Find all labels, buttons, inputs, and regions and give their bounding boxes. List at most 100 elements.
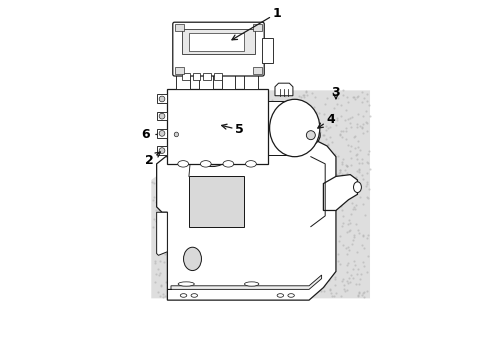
Point [259, 188, 267, 194]
Point [354, 182, 362, 188]
Point [265, 129, 273, 135]
Point [357, 271, 365, 277]
Point [334, 258, 342, 264]
Ellipse shape [174, 132, 178, 137]
Point [190, 166, 198, 171]
Point [229, 279, 237, 285]
Point [292, 179, 300, 184]
Point [178, 273, 185, 279]
Point [296, 114, 304, 120]
Point [313, 208, 321, 213]
Point [287, 120, 295, 126]
Point [363, 253, 371, 259]
Point [215, 228, 223, 233]
Point [192, 198, 200, 203]
Point [223, 213, 231, 219]
Point [181, 253, 189, 259]
Point [270, 222, 278, 228]
Point [352, 249, 360, 255]
Point [271, 251, 279, 256]
Point [228, 203, 236, 209]
Point [245, 156, 253, 162]
Point [359, 289, 367, 295]
Point [269, 245, 277, 251]
Point [331, 274, 339, 280]
Point [172, 214, 180, 220]
Point [280, 157, 287, 163]
Point [198, 290, 205, 296]
Bar [182, 30, 255, 54]
Point [285, 224, 292, 229]
Point [359, 233, 366, 238]
Point [354, 138, 362, 144]
Point [349, 134, 357, 140]
Point [161, 293, 169, 299]
Point [324, 244, 331, 250]
Point [232, 121, 240, 126]
Point [238, 145, 245, 151]
Point [177, 264, 185, 270]
Point [262, 128, 269, 134]
Point [186, 262, 194, 268]
Point [313, 257, 321, 263]
Point [343, 163, 350, 169]
Point [285, 112, 293, 118]
Point [263, 196, 271, 202]
Point [260, 175, 267, 181]
Point [248, 283, 256, 289]
Point [347, 156, 355, 161]
Point [364, 232, 372, 238]
Point [267, 253, 275, 258]
Ellipse shape [245, 161, 256, 167]
Point [210, 197, 218, 203]
Point [208, 182, 216, 188]
Point [250, 279, 258, 285]
Ellipse shape [223, 161, 233, 167]
Point [182, 261, 190, 267]
Point [365, 113, 373, 118]
Point [355, 194, 363, 200]
Point [289, 137, 297, 143]
Point [160, 259, 167, 265]
Point [356, 147, 364, 153]
Point [338, 135, 346, 140]
Point [227, 185, 235, 191]
Point [151, 258, 159, 264]
Point [312, 168, 320, 174]
Point [271, 190, 279, 196]
Point [264, 208, 272, 214]
Point [308, 138, 316, 143]
Point [323, 146, 331, 152]
Point [187, 189, 195, 195]
Point [324, 231, 331, 237]
Point [202, 235, 209, 240]
Point [282, 157, 290, 163]
Point [343, 251, 350, 257]
Point [343, 269, 350, 275]
Point [166, 236, 174, 242]
Point [325, 169, 333, 175]
Point [352, 271, 360, 277]
Point [173, 171, 181, 176]
Point [308, 242, 316, 248]
Point [362, 183, 369, 188]
Point [345, 217, 352, 223]
Point [280, 252, 287, 258]
Point [195, 153, 203, 158]
Point [337, 185, 345, 190]
Point [280, 143, 288, 149]
Point [343, 170, 350, 176]
Point [352, 121, 360, 126]
Point [284, 171, 292, 177]
Point [321, 102, 328, 107]
Ellipse shape [159, 131, 164, 136]
Point [164, 267, 172, 273]
Point [213, 278, 221, 284]
Point [350, 258, 358, 264]
Point [154, 248, 162, 254]
Point [226, 257, 234, 263]
Point [163, 171, 171, 176]
Point [316, 195, 324, 201]
Point [225, 266, 233, 271]
Point [320, 288, 327, 294]
